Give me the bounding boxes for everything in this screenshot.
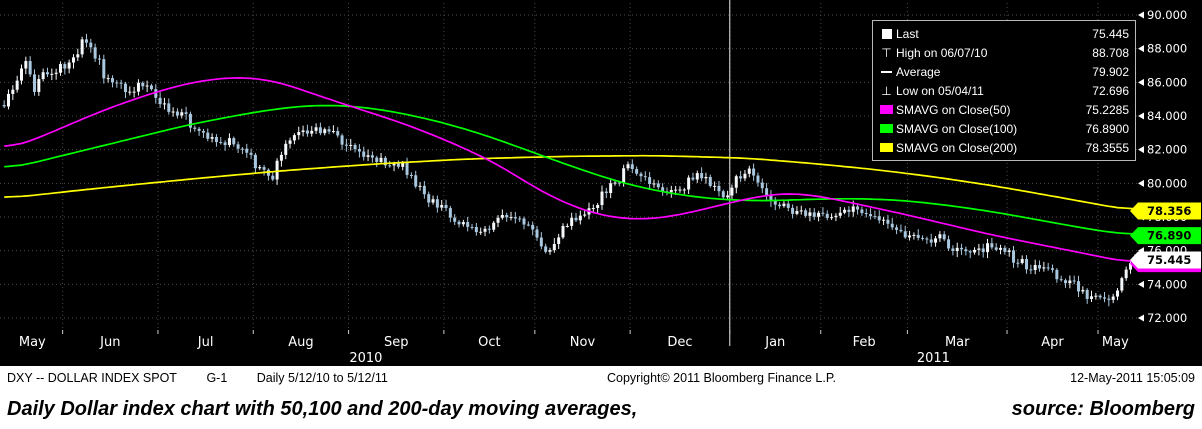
high-marker-icon — [877, 47, 896, 59]
legend-row-average: Average 79.902 — [877, 62, 1129, 81]
terminal-chart-panel: 90.00088.00086.00084.00082.00080.00078.0… — [0, 0, 1202, 366]
svg-text:Feb: Feb — [853, 335, 876, 350]
legend-value: 79.902 — [1092, 64, 1129, 79]
svg-text:82.000: 82.000 — [1147, 143, 1187, 157]
candlestick-series — [2, 33, 1137, 307]
svg-text:Jan: Jan — [764, 335, 785, 350]
grid-lines — [0, 3, 1137, 330]
legend-row-smavg200: SMAVG on Close(200) 78.3555 — [877, 138, 1129, 157]
figure-caption: Daily Dollar index chart with 50,100 and… — [0, 390, 1202, 429]
screen-code: G-1 — [206, 371, 228, 385]
svg-text:72.000: 72.000 — [1147, 311, 1187, 325]
low-marker-icon — [877, 85, 896, 97]
ma-line-100 — [4, 104, 1135, 235]
copyright-text: Copyright© 2011 Bloomberg Finance L.P. — [607, 371, 837, 385]
svg-text:84.000: 84.000 — [1147, 109, 1187, 123]
svg-text:75.445: 75.445 — [1147, 253, 1191, 267]
svg-text:78.356: 78.356 — [1147, 204, 1191, 218]
price-chart[interactable]: 90.00088.00086.00084.00082.00080.00078.0… — [0, 0, 1202, 366]
terminal-info-bar: DXY -- DOLLAR INDEX SPOT G-1 Daily 5/12/… — [0, 366, 1202, 390]
legend-label: SMAVG on Close(100) — [896, 121, 1018, 136]
x-axis-labels: May Jun Jul Aug Sep Oct Nov Dec Jan Feb Mar Apr May 2… — [19, 330, 1129, 366]
caption-source: source: Bloomberg — [1011, 398, 1195, 420]
legend-label: Last — [896, 26, 919, 41]
svg-text:Apr: Apr — [1041, 335, 1064, 350]
smavg50-swatch-icon — [877, 105, 896, 114]
svg-text:Mar: Mar — [945, 335, 970, 350]
legend-row-smavg100: SMAVG on Close(100) 76.8900 — [877, 119, 1129, 138]
info-bar-left: DXY -- DOLLAR INDEX SPOT G-1 Daily 5/12/… — [7, 371, 388, 385]
chart-range: Daily 5/12/10 to 5/12/11 — [256, 371, 388, 385]
ma-line-200 — [4, 154, 1135, 210]
svg-text:2010: 2010 — [349, 351, 382, 366]
svg-text:Dec: Dec — [667, 335, 692, 350]
svg-text:May: May — [1102, 335, 1129, 350]
smavg200-swatch-icon — [877, 143, 896, 152]
svg-text:Aug: Aug — [288, 335, 313, 350]
legend-value: 88.708 — [1092, 45, 1129, 60]
svg-text:Jul: Jul — [197, 335, 214, 350]
chart-legend: Last 75.445 High on 06/07/10 88.708 Aver… — [872, 20, 1136, 161]
moving-average-lines — [4, 77, 1135, 263]
average-marker-icon — [877, 70, 896, 73]
legend-row-last: Last 75.445 — [877, 24, 1129, 43]
svg-text:74.000: 74.000 — [1147, 277, 1187, 291]
legend-row-low: Low on 05/04/11 72.696 — [877, 81, 1129, 100]
last-marker-icon — [877, 28, 896, 39]
svg-text:90.000: 90.000 — [1147, 8, 1187, 22]
ticker-description: DXY -- DOLLAR INDEX SPOT — [7, 371, 177, 385]
svg-text:80.000: 80.000 — [1147, 176, 1187, 190]
svg-text:88.000: 88.000 — [1147, 42, 1187, 56]
legend-value: 76.8900 — [1085, 121, 1129, 136]
legend-label: Low on 05/04/11 — [896, 83, 984, 98]
legend-label: SMAVG on Close(200) — [896, 140, 1018, 155]
legend-value: 75.445 — [1092, 26, 1129, 41]
caption-text: Daily Dollar index chart with 50,100 and… — [7, 398, 638, 420]
legend-row-high: High on 06/07/10 88.708 — [877, 43, 1129, 62]
svg-text:May: May — [19, 335, 46, 350]
timestamp: 12-May-2011 15:05:09 — [1070, 371, 1195, 385]
svg-text:76.890: 76.890 — [1147, 229, 1191, 243]
ma-line-50 — [4, 77, 1135, 263]
svg-text:Nov: Nov — [570, 335, 596, 350]
svg-text:86.000: 86.000 — [1147, 75, 1187, 89]
smavg100-swatch-icon — [877, 124, 896, 133]
legend-label: High on 06/07/10 — [896, 45, 988, 60]
legend-label: SMAVG on Close(50) — [896, 102, 1011, 117]
legend-value: 72.696 — [1092, 83, 1129, 98]
y-axis-labels: 90.00088.00086.00084.00082.00080.00078.0… — [1138, 8, 1187, 325]
legend-value: 78.3555 — [1085, 140, 1129, 155]
legend-label: Average — [896, 64, 941, 79]
legend-value: 75.2285 — [1085, 102, 1129, 117]
svg-text:2011: 2011 — [917, 351, 950, 366]
svg-text:Oct: Oct — [478, 335, 500, 350]
svg-text:Sep: Sep — [384, 335, 409, 350]
legend-row-smavg50: SMAVG on Close(50) 75.2285 — [877, 100, 1129, 119]
svg-text:Jun: Jun — [99, 335, 120, 350]
